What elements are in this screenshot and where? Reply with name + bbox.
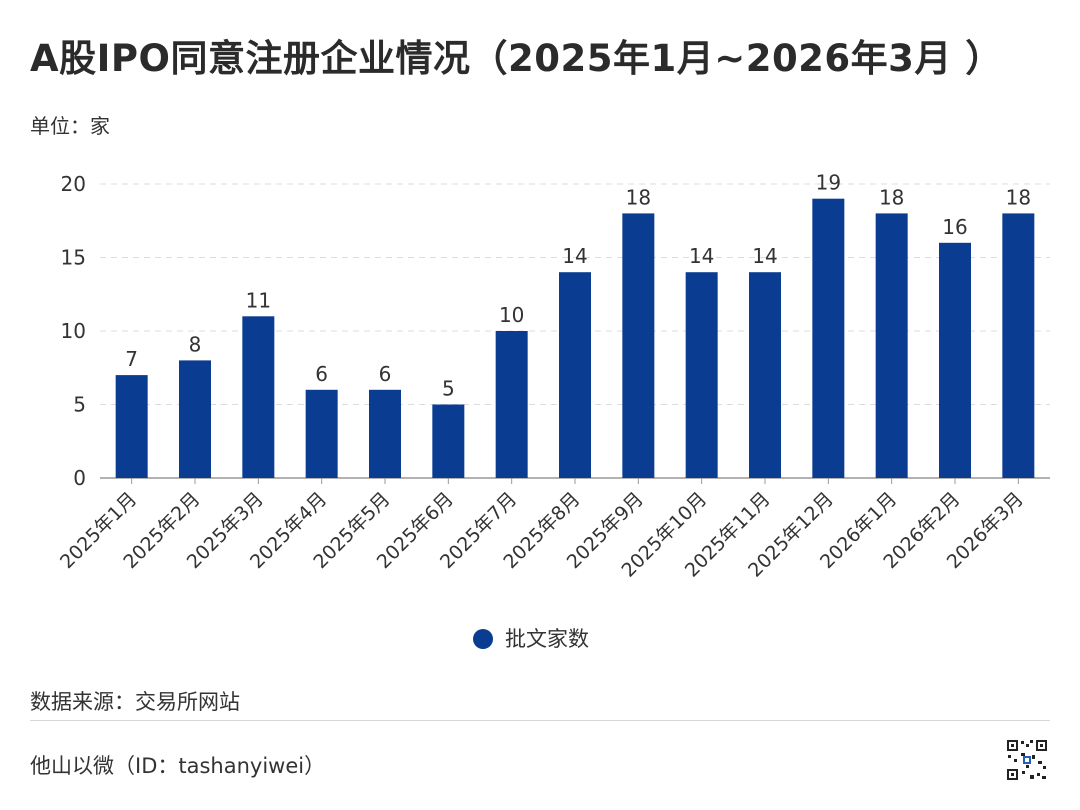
data-label: 11 (246, 288, 271, 312)
data-label: 18 (879, 185, 904, 209)
unit-label: 单位：家 (30, 114, 110, 138)
y-tick-label: 20 (61, 172, 86, 196)
data-label: 5 (442, 377, 455, 401)
bar[interactable] (305, 389, 338, 478)
data-label: 6 (379, 362, 392, 386)
y-tick-label: 5 (73, 393, 86, 417)
data-label: 7 (125, 347, 138, 371)
data-label: 18 (626, 185, 651, 209)
bar[interactable] (1002, 213, 1035, 478)
bar[interactable] (749, 272, 781, 478)
bar[interactable] (939, 242, 971, 478)
bar[interactable] (559, 272, 591, 478)
data-label: 19 (816, 171, 841, 195)
data-label: 14 (562, 244, 587, 268)
data-label: 18 (1006, 185, 1031, 209)
legend-marker (473, 629, 493, 649)
footer-credit: 他山以微（ID：tashanyiwei） (30, 754, 326, 778)
legend-label: 批文家数 (505, 627, 589, 651)
bar-chart: 0510152072025年1月82025年2月112025年3月62025年4… (56, 171, 1050, 651)
bar[interactable] (115, 375, 148, 478)
qr-code-icon (1006, 739, 1048, 781)
data-source: 数据来源：交易所网站 (30, 690, 240, 714)
bar[interactable] (369, 389, 401, 478)
bar[interactable] (622, 213, 655, 478)
y-tick-label: 10 (61, 319, 86, 343)
bar[interactable] (179, 360, 211, 478)
data-label: 6 (315, 362, 328, 386)
bar[interactable] (242, 316, 275, 478)
bar[interactable] (495, 331, 528, 478)
bar[interactable] (432, 404, 465, 479)
data-label: 16 (942, 215, 967, 239)
bar[interactable] (685, 272, 718, 478)
bar[interactable] (875, 213, 908, 478)
data-label: 10 (499, 303, 524, 327)
data-label: 8 (189, 332, 202, 356)
chart-title: A股IPO同意注册企业情况（2025年1月~2026年3月 ） (30, 37, 1003, 80)
data-label: 14 (689, 244, 714, 268)
divider (30, 720, 1050, 721)
data-label: 14 (752, 244, 777, 268)
y-tick-label: 15 (61, 246, 86, 270)
y-tick-label: 0 (73, 466, 86, 490)
bar[interactable] (812, 198, 845, 478)
